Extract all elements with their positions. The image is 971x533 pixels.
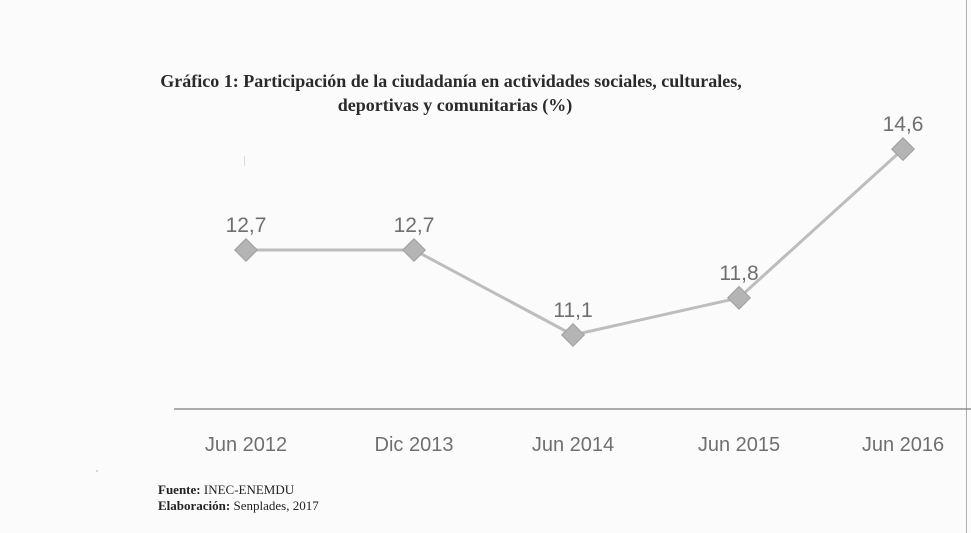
data-point-marker [233, 237, 259, 263]
elaboration-row: Elaboración: Senplades, 2017 [158, 498, 319, 514]
data-point-marker [401, 237, 427, 263]
source-value: INEC-ENEMDU [203, 482, 295, 497]
source-row: Fuente: INEC-ENEMDU [158, 482, 319, 498]
data-point-marker [890, 137, 916, 162]
source-note: Fuente: INEC-ENEMDU Elaboración: Senplad… [158, 482, 319, 514]
data-label: 14,6 [883, 113, 924, 136]
decorative-dot [96, 470, 98, 472]
x-tick-label: Jun 2016 [862, 434, 944, 456]
data-label: 12,7 [394, 214, 435, 237]
chart-title-line-1: Gráfico 1: Participación de la ciudadaní… [160, 71, 742, 91]
x-tick-label: Jun 2012 [205, 434, 287, 456]
page-edge-line [966, 0, 967, 533]
chart-title: Gráfico 1: Participación de la ciudadaní… [100, 69, 810, 117]
chart-data-layer: 12,7 Jun 2012 12,7 Dic 2013 11,1 Jun 2014 11,8… [205, 113, 944, 456]
elaboration-value: Senplades, 2017 [233, 498, 319, 513]
decorative-tick [244, 156, 245, 166]
data-point-marker [560, 322, 586, 348]
elaboration-label: Elaboración: [158, 498, 231, 513]
data-label: 11,1 [553, 299, 592, 322]
chart-title-line-2: deportivas y comunitarias (%) [337, 95, 573, 115]
data-label: 11,8 [719, 262, 758, 285]
data-label: 12,7 [226, 214, 267, 237]
x-tick-label: Jun 2015 [698, 434, 780, 456]
x-tick-label: Jun 2014 [532, 434, 614, 456]
x-tick-label: Dic 2013 [375, 434, 454, 456]
data-point-marker [726, 285, 752, 310]
source-label: Fuente: [158, 482, 201, 497]
